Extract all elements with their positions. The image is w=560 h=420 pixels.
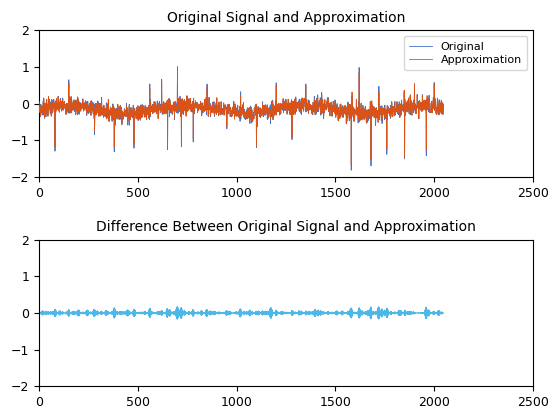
- Legend: Original, Approximation: Original, Approximation: [404, 36, 528, 71]
- Approximation: [440, 102, 447, 107]
- Approximation: [36, 99, 43, 104]
- Original: [174, 64, 181, 69]
- Approximation: [153, 108, 160, 113]
- Original: [191, 106, 198, 111]
- Original: [246, 108, 253, 113]
- Approximation: [246, 115, 253, 120]
- Approximation: [245, 111, 251, 116]
- Approximation: [190, 107, 197, 112]
- Original: [334, 101, 340, 106]
- Line: Original: Original: [39, 67, 444, 170]
- Original: [36, 99, 43, 104]
- Title: Original Signal and Approximation: Original Signal and Approximation: [167, 11, 405, 25]
- Original: [153, 108, 160, 113]
- Line: Approximation: Approximation: [39, 73, 444, 165]
- Original: [238, 110, 245, 115]
- Approximation: [356, 70, 362, 75]
- Title: Difference Between Original Signal and Approximation: Difference Between Original Signal and A…: [96, 220, 476, 234]
- Original: [348, 168, 354, 173]
- Approximation: [333, 110, 340, 115]
- Original: [440, 102, 447, 108]
- Approximation: [348, 163, 354, 168]
- Approximation: [238, 109, 245, 114]
- Original: [245, 111, 252, 116]
